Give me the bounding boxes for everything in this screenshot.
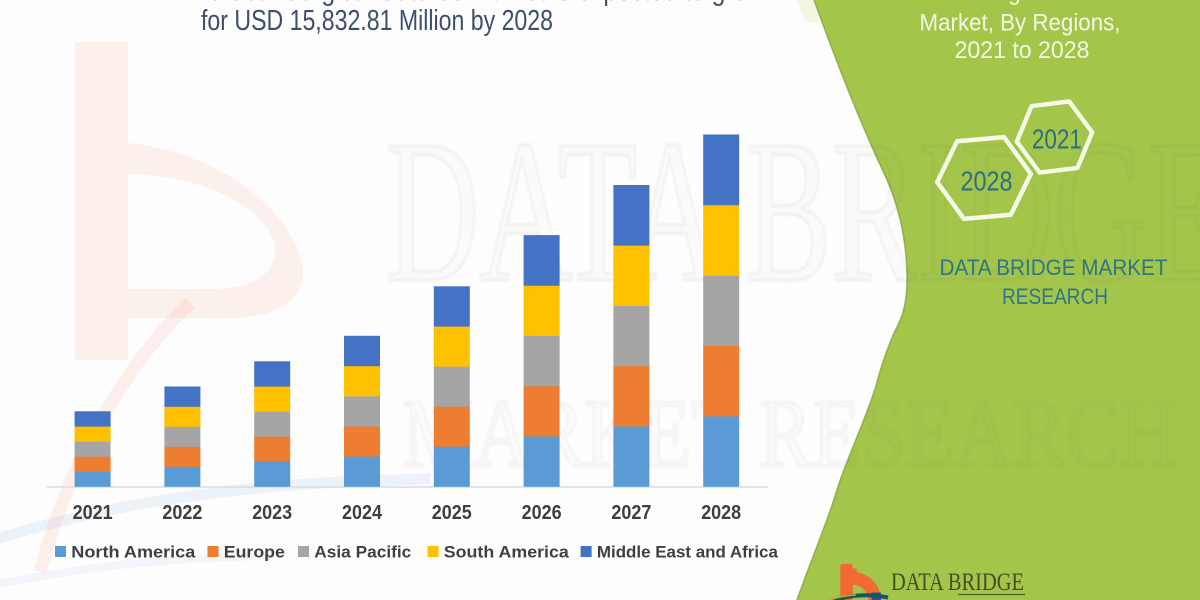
svg-text:DATA BRIDGE: DATA BRIDGE	[386, 98, 1200, 325]
svg-text:Europe: Europe	[224, 543, 285, 562]
svg-text:Global Surgical Sutures Market: Global Surgical Sutures Market is expect…	[205, 0, 766, 7]
svg-text:2028: 2028	[701, 502, 741, 524]
svg-text:DATA BRIDGE MARKET: DATA BRIDGE MARKET	[940, 255, 1168, 280]
svg-text:South America: South America	[444, 543, 570, 562]
svg-text:2021 to 2028: 2021 to 2028	[955, 37, 1090, 64]
svg-text:2028: 2028	[961, 166, 1013, 197]
svg-text:2022: 2022	[162, 502, 202, 524]
svg-text:2021: 2021	[73, 502, 113, 524]
svg-text:North America: North America	[71, 543, 196, 562]
svg-text:MARKET RESEARCH: MARKET RESEARCH	[892, 599, 1026, 600]
svg-text:DATA BRIDGE: DATA BRIDGE	[891, 569, 1024, 596]
svg-text:Market, By Regions,: Market, By Regions,	[920, 10, 1121, 37]
svg-text:2024: 2024	[342, 502, 383, 524]
svg-text:MARKET RESEARCH: MARKET RESEARCH	[402, 380, 1177, 487]
svg-text:Middle East and Africa: Middle East and Africa	[597, 543, 779, 562]
svg-text:Global Surgical Sutures: Global Surgical Sutures	[905, 0, 1135, 6]
svg-text:2026: 2026	[522, 502, 562, 524]
svg-text:for USD 15,832.81 Million by 2: for USD 15,832.81 Million by 2028	[201, 5, 553, 37]
svg-text:RESEARCH: RESEARCH	[1002, 284, 1108, 309]
svg-text:Asia Pacific: Asia Pacific	[314, 543, 411, 562]
svg-text:2025: 2025	[432, 502, 472, 524]
svg-text:2023: 2023	[252, 502, 292, 524]
svg-text:2027: 2027	[611, 502, 651, 524]
svg-text:2021: 2021	[1032, 124, 1082, 155]
